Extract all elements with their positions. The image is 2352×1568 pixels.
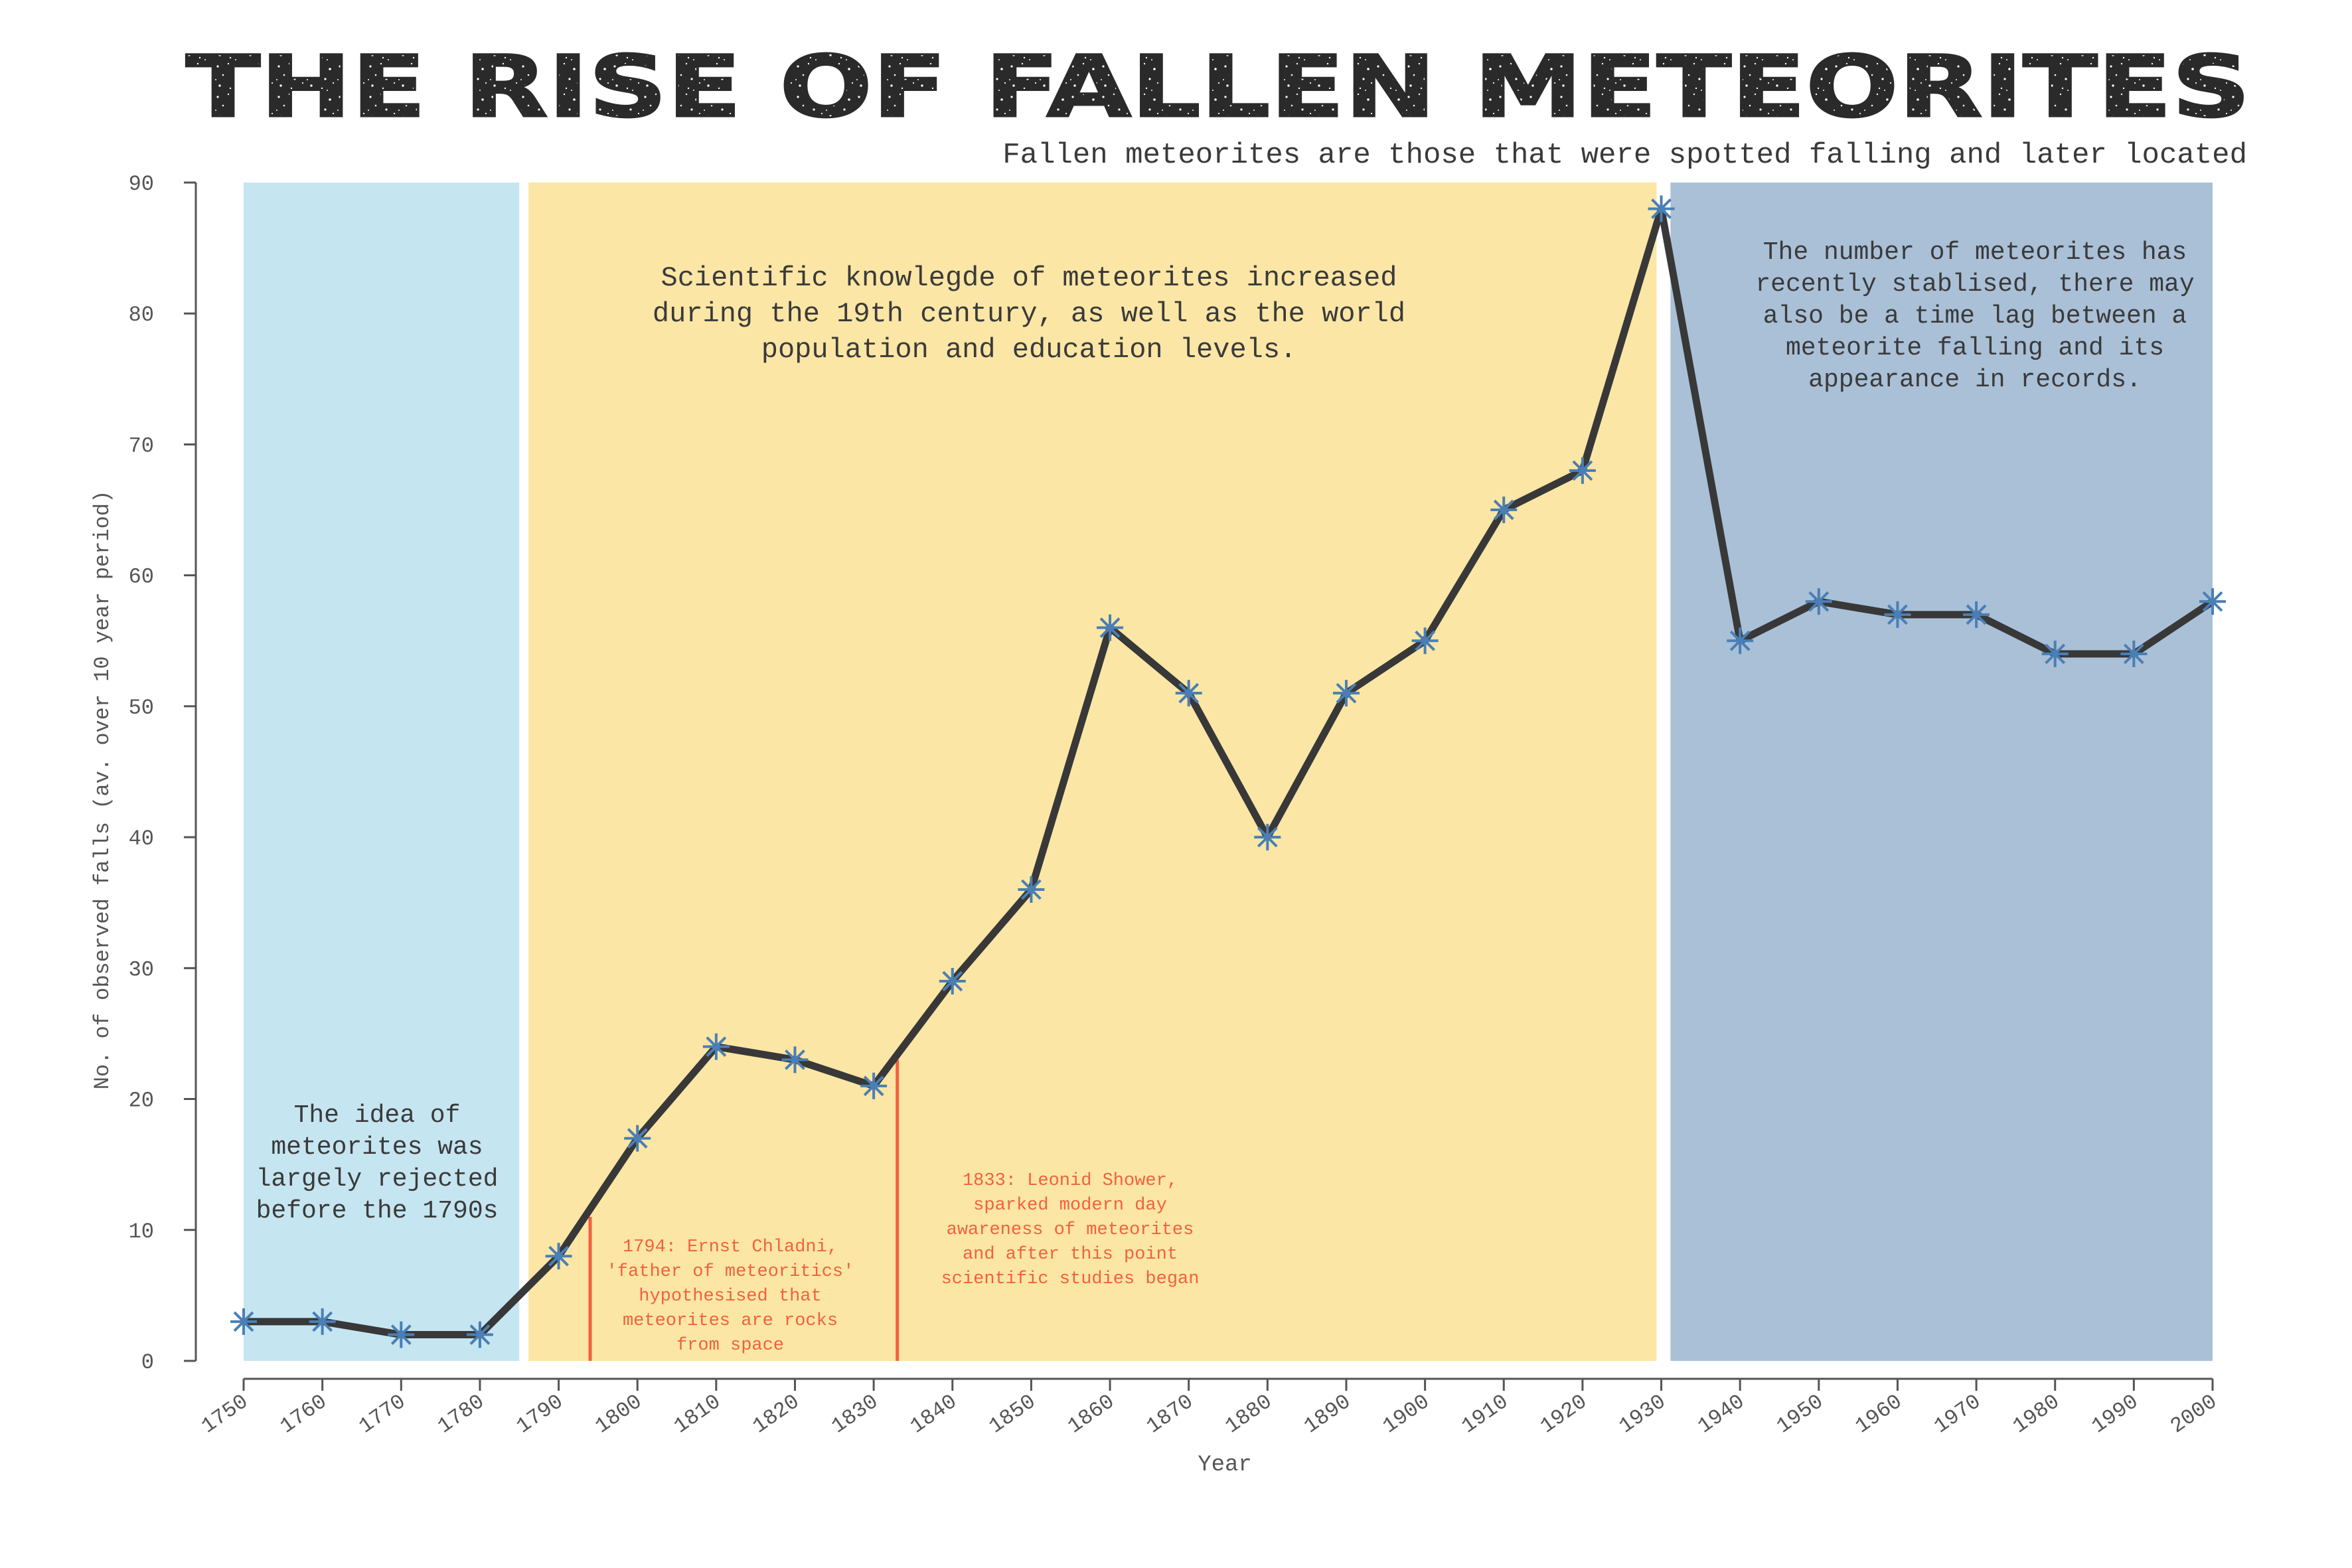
data-point-1800 <box>624 1125 651 1152</box>
y-axis-label: No. of observed falls (av. over 10 year … <box>90 491 115 1090</box>
x-axis: 1750 1760 1770 1780 1790 1800 1810 1820 1830 1840… <box>197 1377 2222 1439</box>
event-note-1833: 1833: Leonid Shower, sparked modern day aw… <box>941 1171 1200 1289</box>
x-tick-label: 1850 <box>984 1389 1040 1439</box>
x-tick-label: 1990 <box>2087 1389 2143 1439</box>
data-point-2000 <box>2199 588 2226 615</box>
data-point-1950 <box>1805 588 1832 615</box>
data-point-1760 <box>309 1308 336 1335</box>
x-tick-label: 1770 <box>354 1389 410 1439</box>
data-point-1850 <box>1018 876 1045 903</box>
y-tick-label: 80 <box>129 303 154 327</box>
x-tick-label: 1750 <box>197 1389 253 1439</box>
y-tick-label: 0 <box>141 1350 154 1375</box>
event-note-1794: 1794: Ernst Chladni,'father of meteoriti… <box>607 1237 854 1356</box>
data-point-1940 <box>1727 627 1754 655</box>
data-point-1980 <box>2041 641 2069 667</box>
data-point-1920 <box>1569 457 1596 484</box>
data-point-1990 <box>2120 641 2148 667</box>
x-tick-label: 2000 <box>2166 1389 2222 1439</box>
x-tick-label: 1870 <box>1142 1389 1198 1439</box>
data-point-1970 <box>1963 601 1990 628</box>
y-tick-label: 10 <box>129 1219 154 1244</box>
x-tick-label: 1950 <box>1772 1389 1828 1439</box>
band-annotation-1: Scientific knowlegde of meteorites incre… <box>653 262 1405 366</box>
x-tick-label: 1910 <box>1457 1389 1513 1439</box>
x-tick-label: 1940 <box>1693 1389 1749 1439</box>
band-2 <box>1670 183 2213 1361</box>
x-tick-label: 1830 <box>827 1389 883 1439</box>
y-tick-label: 90 <box>129 172 154 196</box>
data-point-1770 <box>388 1321 415 1348</box>
data-point-1820 <box>781 1046 809 1073</box>
x-tick-label: 1880 <box>1221 1389 1277 1439</box>
y-tick-label: 70 <box>129 433 154 458</box>
x-tick-label: 1790 <box>512 1389 568 1439</box>
x-tick-label: 1890 <box>1300 1389 1356 1439</box>
x-tick-label: 1760 <box>275 1389 331 1439</box>
chart-subtitle: Fallen meteorites are those that were sp… <box>1002 139 2247 172</box>
y-tick-label: 60 <box>129 565 154 589</box>
x-tick-label: 1980 <box>2008 1389 2064 1439</box>
band-1 <box>528 183 1657 1361</box>
x-tick-label: 1960 <box>1851 1389 1907 1439</box>
band-annotation-0: The idea of meteorites was largely rejecte… <box>256 1101 499 1225</box>
x-tick-label: 1860 <box>1063 1389 1119 1439</box>
y-tick-label: 50 <box>129 696 154 720</box>
data-point-1890 <box>1332 680 1360 707</box>
data-point-1870 <box>1175 680 1202 707</box>
background-bands: The idea of meteorites was largely rejecte… <box>244 183 2213 1361</box>
x-tick-label: 1840 <box>905 1389 961 1439</box>
y-axis: 0 10 20 30 40 50 60 70 80 90 <box>129 172 197 1375</box>
x-tick-label: 1800 <box>591 1389 647 1439</box>
y-tick-label: 40 <box>129 826 154 851</box>
band-0 <box>244 183 520 1361</box>
data-point-1960 <box>1884 601 1911 628</box>
data-point-1780 <box>466 1321 493 1348</box>
event-markers: 1794: Ernst Chladni,'father of meteoriti… <box>588 1059 1200 1361</box>
x-tick-label: 1810 <box>669 1389 725 1439</box>
x-axis-label: Year <box>1198 1452 1252 1478</box>
band-annotation-2: The number of meteorites has recently sta… <box>1755 238 2194 394</box>
x-tick-label: 1920 <box>1535 1389 1591 1439</box>
data-point-1930 <box>1648 195 1675 222</box>
x-tick-label: 1820 <box>748 1389 804 1439</box>
chart-title: THE RISE OF FALLEN METEORITES <box>186 38 2250 137</box>
data-point-1900 <box>1411 627 1439 655</box>
data-point-1880 <box>1254 824 1281 851</box>
x-tick-label: 1970 <box>1930 1389 1986 1439</box>
series-line <box>240 204 2217 1339</box>
y-tick-label: 20 <box>129 1089 154 1113</box>
x-tick-label: 1900 <box>1378 1389 1434 1439</box>
data-point-1840 <box>939 968 966 995</box>
x-tick-label: 1780 <box>433 1389 489 1439</box>
x-tick-label: 1930 <box>1614 1389 1670 1439</box>
data-point-1790 <box>545 1243 572 1270</box>
data-point-1860 <box>1097 614 1124 641</box>
series-line-group <box>230 195 2226 1348</box>
data-point-1750 <box>230 1308 257 1335</box>
data-point-1810 <box>702 1033 730 1060</box>
y-tick-label: 30 <box>129 957 154 982</box>
data-point-1910 <box>1490 497 1518 524</box>
data-point-1830 <box>860 1072 888 1099</box>
